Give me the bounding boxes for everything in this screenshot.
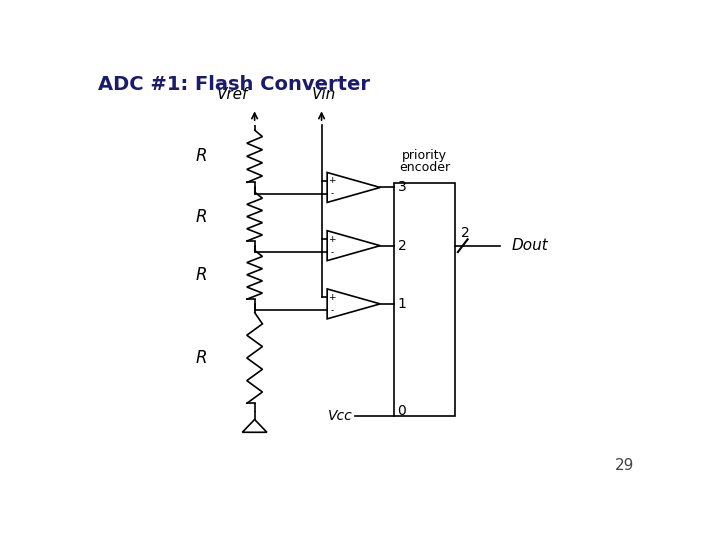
- Text: ADC #1: Flash Converter: ADC #1: Flash Converter: [99, 75, 370, 94]
- Text: Dout: Dout: [511, 238, 548, 253]
- Text: 29: 29: [615, 458, 634, 473]
- Text: MICHIGAN: MICHIGAN: [649, 33, 680, 38]
- Text: -: -: [330, 248, 334, 256]
- Text: -: -: [330, 190, 334, 199]
- Text: -: -: [330, 306, 334, 315]
- Text: Vref: Vref: [217, 87, 248, 102]
- Text: +: +: [328, 177, 336, 185]
- Text: 1: 1: [397, 297, 406, 311]
- Text: 0: 0: [397, 404, 406, 418]
- Bar: [623, 28, 706, 42]
- Bar: [394, 183, 456, 416]
- Text: R: R: [196, 349, 207, 367]
- Text: R: R: [196, 207, 207, 226]
- Text: 3: 3: [397, 180, 406, 194]
- Text: +: +: [328, 293, 336, 302]
- Text: R: R: [196, 147, 207, 165]
- Text: +: +: [328, 234, 336, 244]
- Text: 2: 2: [397, 239, 406, 253]
- Text: encoder: encoder: [399, 161, 451, 174]
- Text: Vcc: Vcc: [328, 409, 352, 423]
- Text: priority: priority: [402, 148, 447, 161]
- Text: Vin: Vin: [312, 87, 336, 102]
- Text: 2: 2: [461, 226, 469, 240]
- Text: R: R: [196, 266, 207, 284]
- Polygon shape: [625, 17, 703, 57]
